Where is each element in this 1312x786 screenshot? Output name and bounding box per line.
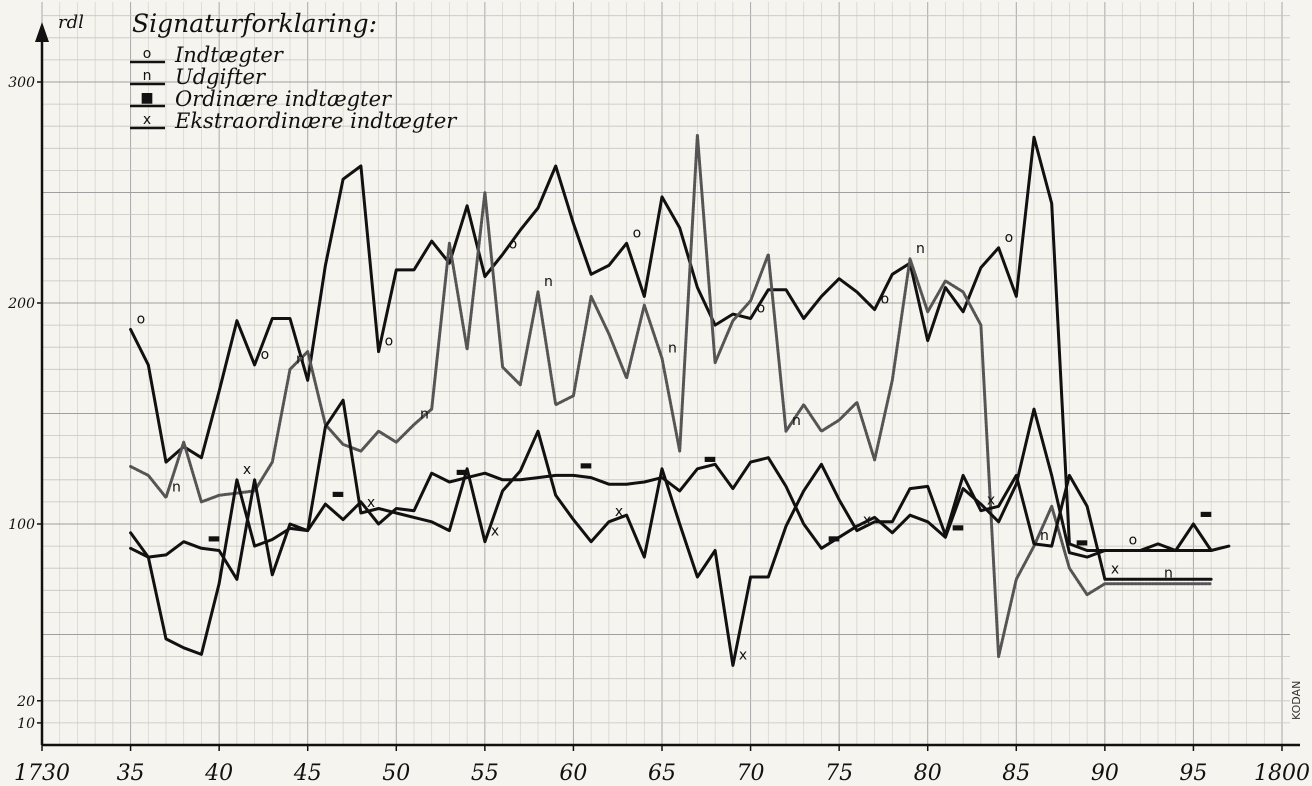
- series-marker: x: [243, 462, 251, 478]
- x-tick-label: 55: [471, 761, 499, 786]
- y-tick-label: 100: [8, 517, 35, 533]
- series-marker: o: [1005, 230, 1014, 246]
- series-ordinaere-indtaegter: ▬▬▬ ▬ ▬▬▬▬▬: [129, 407, 1231, 581]
- y-tick-label: 10: [17, 716, 35, 732]
- series-marker: o: [881, 292, 890, 308]
- legend-title: Signaturforklaring:: [132, 9, 377, 38]
- series-marker: x: [1111, 561, 1119, 577]
- series-marker: n: [792, 413, 801, 429]
- x-tick-label: 80: [914, 761, 942, 786]
- x-tick-label: 95: [1179, 761, 1207, 786]
- series-marker: ▬: [579, 457, 592, 473]
- legend-entry: Ordinære indtægter: [175, 87, 393, 111]
- series-line-udgifter: [129, 133, 1213, 659]
- series-marker: o: [261, 347, 270, 363]
- series-marker: n: [420, 407, 429, 423]
- legend-entry: Indtægter: [174, 43, 285, 67]
- series-marker: ▬: [331, 486, 344, 502]
- x-tick-label: 75: [825, 761, 853, 786]
- series-line-ekstraordinaere-indtaegter: [129, 398, 1213, 667]
- series-marker: ▬: [1199, 506, 1212, 522]
- x-tick-label: 90: [1091, 761, 1119, 786]
- tick-labels: 1730 35 40 45 50 55 60 65 70 75 80 85 90 95 1800 10 20 10…: [7, 75, 1310, 786]
- x-tick-label: 70: [737, 761, 765, 786]
- legend-entry: Ekstraordinære indtægter: [174, 109, 458, 133]
- legend-entry: Udgifter: [175, 65, 267, 89]
- x-tick-label: 40: [204, 761, 233, 786]
- series-marker: o: [633, 225, 642, 241]
- series-marker: n: [1040, 528, 1049, 544]
- series-marker: o: [137, 312, 146, 328]
- legend-marker: n: [143, 68, 152, 84]
- series-marker: n: [668, 340, 677, 356]
- y-tick-label: 20: [16, 694, 35, 710]
- x-tick-label: 1800: [1254, 761, 1310, 786]
- series-marker: x: [739, 647, 747, 663]
- series-line-ordinaere-indtaegter: [129, 407, 1231, 581]
- x-tick-label: 35: [117, 761, 145, 786]
- series-udgifter: n n n n n n n n n: [129, 133, 1213, 659]
- legend: rdl Signaturforklaring: o Indtægter n Udgif…: [58, 9, 458, 133]
- series-ekstraordinaere-indtaegter: x x x x x x x x: [129, 398, 1213, 667]
- series-marker: x: [615, 504, 623, 520]
- series-marker: n: [544, 274, 553, 290]
- legend-marker: ■: [140, 90, 153, 106]
- series-marker: ▬: [951, 519, 964, 535]
- series-marker: n: [1164, 566, 1173, 582]
- x-tick-label: 60: [559, 761, 587, 786]
- series-marker: x: [491, 524, 499, 540]
- series-marker: ▬: [703, 451, 716, 467]
- x-tick-label: 85: [1002, 761, 1030, 786]
- x-tick-label: 65: [648, 761, 676, 786]
- x-tick-label: 1730: [14, 761, 70, 786]
- y-axis-arrowhead: [35, 22, 49, 42]
- y-tick-label: 200: [7, 296, 35, 312]
- axes: [35, 22, 1300, 747]
- y-tick-label: 300: [8, 75, 35, 91]
- series-marker: x: [863, 513, 871, 529]
- series-marker: x: [987, 493, 995, 509]
- legend-marker: o: [143, 46, 152, 62]
- series-marker: o: [509, 236, 518, 252]
- series-marker: o: [1129, 533, 1138, 549]
- series-marker: o: [757, 300, 766, 316]
- watermark: KODAN: [1290, 681, 1303, 720]
- series-marker: o: [385, 334, 394, 350]
- legend-marker: x: [143, 112, 151, 128]
- series-marker: ▬: [827, 530, 840, 546]
- series-marker: n: [172, 479, 181, 495]
- series-marker: ▬: [1075, 535, 1088, 551]
- x-tick-label: 50: [382, 761, 410, 786]
- legend-items: o Indtægter n Udgifter ■ Ordinære indtægter x E…: [130, 43, 458, 133]
- series-marker: n: [916, 241, 925, 257]
- y-axis-label: rdl: [58, 12, 84, 33]
- x-tick-label: 45: [293, 761, 322, 786]
- series-marker: ▬: [207, 530, 220, 546]
- series-marker: x: [367, 495, 375, 511]
- series-marker: n: [296, 351, 305, 367]
